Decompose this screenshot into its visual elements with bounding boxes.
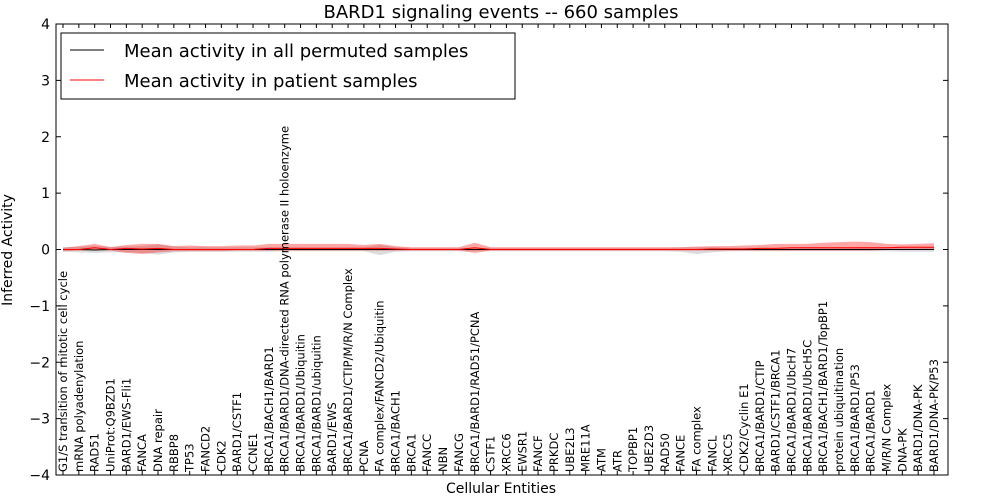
y-tick-label: −3 bbox=[29, 412, 50, 428]
x-category-label: BRCA1/BARD1/CTIP bbox=[753, 360, 767, 472]
y-axis-label: Inferred Activity bbox=[0, 194, 16, 306]
legend: Mean activity in all permuted samples Me… bbox=[60, 32, 516, 100]
x-category-label: BRCA1/BARD1/DNA-directed RNA polymerase … bbox=[278, 126, 292, 472]
x-category-label: BRCA1/BARD1/UbcH5C bbox=[800, 340, 814, 472]
x-category-label: CDK2 bbox=[214, 440, 228, 472]
x-category-label: FA complex/FANCD2/Ubiquitin bbox=[373, 301, 387, 472]
x-category-label: EWSR1 bbox=[515, 431, 529, 472]
x-category-label: BARD1/CSTF1/BRCA1 bbox=[769, 350, 783, 472]
x-category-label: TOPBP1 bbox=[626, 427, 640, 473]
x-category-label: mRNA polyadenylation bbox=[72, 341, 86, 472]
x-category-label: RAD51 bbox=[88, 433, 102, 472]
x-category-label: BRCA1/BARD1/UbcH7 bbox=[784, 348, 798, 472]
y-tick-label: 4 bbox=[41, 17, 50, 33]
legend-label-patient: Mean activity in patient samples bbox=[124, 71, 418, 92]
x-category-label: FANCL bbox=[705, 435, 719, 472]
x-axis-label: Cellular Entities bbox=[446, 481, 556, 497]
x-category-label: BARD1/EWS bbox=[325, 402, 339, 472]
x-category-label: BRCA1/BARD1/RAD51/PCNA bbox=[468, 311, 482, 472]
x-category-label: BRCA1/BACH1/BARD1 bbox=[262, 346, 276, 472]
x-category-label: FANCC bbox=[420, 434, 434, 472]
patient-mean-line bbox=[63, 246, 934, 251]
x-category-label: BRCA1/BACH1/BARD1/TopBP1 bbox=[816, 301, 830, 472]
x-category-label: ATR bbox=[610, 450, 624, 472]
x-category-label: DNA repair bbox=[151, 409, 165, 472]
x-category-label: BARD1/DNA-PK/P53 bbox=[927, 359, 941, 472]
legend-label-permuted: Mean activity in all permuted samples bbox=[124, 41, 468, 62]
y-tick-label: 1 bbox=[41, 186, 50, 202]
y-tick-label: 0 bbox=[41, 243, 50, 259]
x-category-label: FANCA bbox=[135, 434, 149, 472]
legend-box bbox=[60, 32, 516, 100]
x-category-label: BARD1/EWS-Fli1 bbox=[119, 378, 133, 472]
x-category-label: BRCA1/BARD1/CTIP/M/R/N Complex bbox=[341, 268, 355, 472]
x-category-label: FANCG bbox=[452, 433, 466, 472]
x-category-label: BRCA1/BARD1/Ubiquitin bbox=[294, 334, 308, 472]
x-category-label: ATM bbox=[594, 448, 608, 472]
x-category-label: BRCA1/BARD1/ubiquitin bbox=[309, 335, 323, 472]
x-category-label: BRCA1 bbox=[404, 433, 418, 472]
x-category-label: CCNE1 bbox=[246, 433, 260, 472]
x-category-label: TP53 bbox=[183, 443, 197, 473]
y-tick-label: −4 bbox=[29, 468, 50, 484]
x-category-label: G1/S transition of mitotic cell cycle bbox=[56, 271, 70, 472]
x-category-label: UBE2D3 bbox=[642, 425, 656, 472]
patient-band bbox=[63, 241, 934, 255]
x-category-label: PRKDC bbox=[547, 433, 561, 472]
x-category-label: XRCC5 bbox=[721, 433, 735, 472]
x-category-label: FANCF bbox=[531, 435, 545, 472]
y-tick-label: −2 bbox=[29, 355, 50, 371]
x-category-label: MRE11A bbox=[579, 424, 593, 472]
x-category-label: RAD50 bbox=[658, 433, 672, 472]
x-category-label: NBN bbox=[436, 447, 450, 472]
x-category-label: protein ubiquitination bbox=[832, 348, 846, 472]
x-category-label: BRCA1/BARD1/P53 bbox=[848, 364, 862, 472]
x-category-label: FA complex bbox=[689, 406, 703, 472]
x-category-label: FANCD2 bbox=[199, 426, 213, 472]
x-category-label: BRCA1/BACH1 bbox=[389, 390, 403, 472]
x-category-label: PCNA bbox=[357, 440, 371, 472]
x-category-label: CDK2/Cyclin E1 bbox=[737, 383, 751, 472]
x-category-label: RBBP8 bbox=[167, 434, 181, 472]
x-category-label: M/R/N Complex bbox=[879, 383, 893, 472]
x-category-label: BARD1/DNA-PK bbox=[911, 384, 925, 472]
x-category-label: CSTF1 bbox=[484, 436, 498, 472]
x-category-label: DNA-PK bbox=[895, 428, 909, 472]
y-tick-label: 2 bbox=[41, 130, 50, 146]
y-tick-label: −1 bbox=[29, 299, 50, 315]
y-tick-label: 3 bbox=[41, 73, 50, 89]
x-category-label: BRCA1/BARD1 bbox=[864, 390, 878, 472]
x-category-label: BARD1/CSTF1 bbox=[230, 392, 244, 472]
x-category-label: UBE2L3 bbox=[563, 427, 577, 472]
x-category-label: UniProt:Q9BZD1 bbox=[104, 378, 118, 472]
x-category-label: FANCE bbox=[674, 435, 688, 472]
chart-title: BARD1 signaling events -- 660 samples bbox=[324, 2, 679, 23]
x-category-label: XRCC6 bbox=[499, 433, 513, 472]
